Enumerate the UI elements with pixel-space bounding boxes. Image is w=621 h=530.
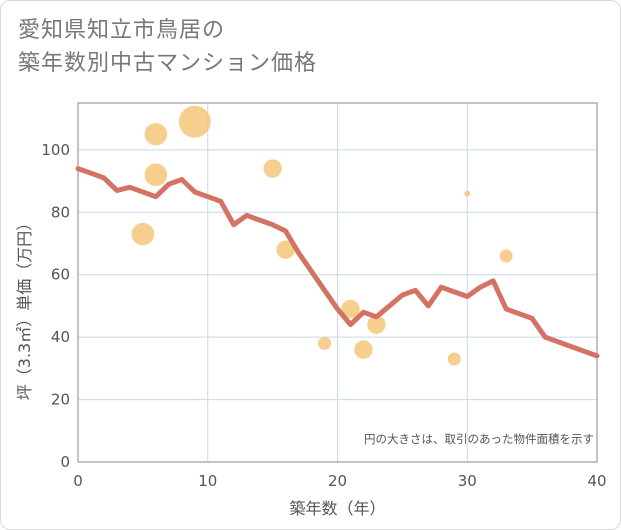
x-tick-labels: 0 10 20 30 40 [73, 472, 606, 490]
x-tick-label: 0 [73, 472, 83, 490]
y-tick-label: 80 [51, 203, 70, 221]
x-tick-label: 30 [458, 472, 477, 490]
bubble-point [131, 222, 155, 246]
y-axis-title: 坪（3.3㎡）単価（万円） [15, 215, 34, 400]
y-tick-label: 60 [51, 266, 70, 284]
y-tick-label: 40 [51, 328, 70, 346]
chart-title: 愛知県知立市鳥居の 築年数別中古マンション価格 [18, 14, 317, 80]
bubble-point [464, 190, 471, 197]
price-trend-line [75, 166, 600, 359]
bubble-point [499, 249, 513, 263]
y-tick-label: 20 [51, 391, 70, 409]
x-tick-label: 10 [198, 472, 217, 490]
bubble-point [178, 105, 211, 138]
bubble-point [447, 352, 461, 366]
bubble-point [341, 299, 360, 319]
x-tick-label: 40 [587, 472, 606, 490]
plot-border [77, 102, 598, 463]
x-axis-title: 築年数（年） [289, 499, 385, 518]
bubble-series [131, 105, 513, 366]
chart-title-line2: 築年数別中古マンション価格 [18, 51, 318, 76]
grid-lines [78, 103, 597, 462]
bubble-point [367, 315, 386, 334]
bubble-point [144, 122, 168, 146]
y-tick-label: 100 [41, 141, 70, 159]
bubble-point [263, 159, 282, 178]
bubble-point [318, 336, 332, 350]
chart-title-line1: 愛知県知立市鳥居の [18, 18, 226, 43]
bubble-size-note: 円の大きさは、取引のあった物件面積を示す [364, 432, 594, 446]
x-tick-label: 20 [328, 472, 347, 490]
bubble-point [354, 340, 373, 359]
bubble-point [276, 240, 295, 259]
bubble-point [144, 163, 168, 187]
y-tick-labels: 0 20 40 60 80 100 [41, 141, 70, 471]
y-tick-label: 0 [60, 453, 70, 471]
